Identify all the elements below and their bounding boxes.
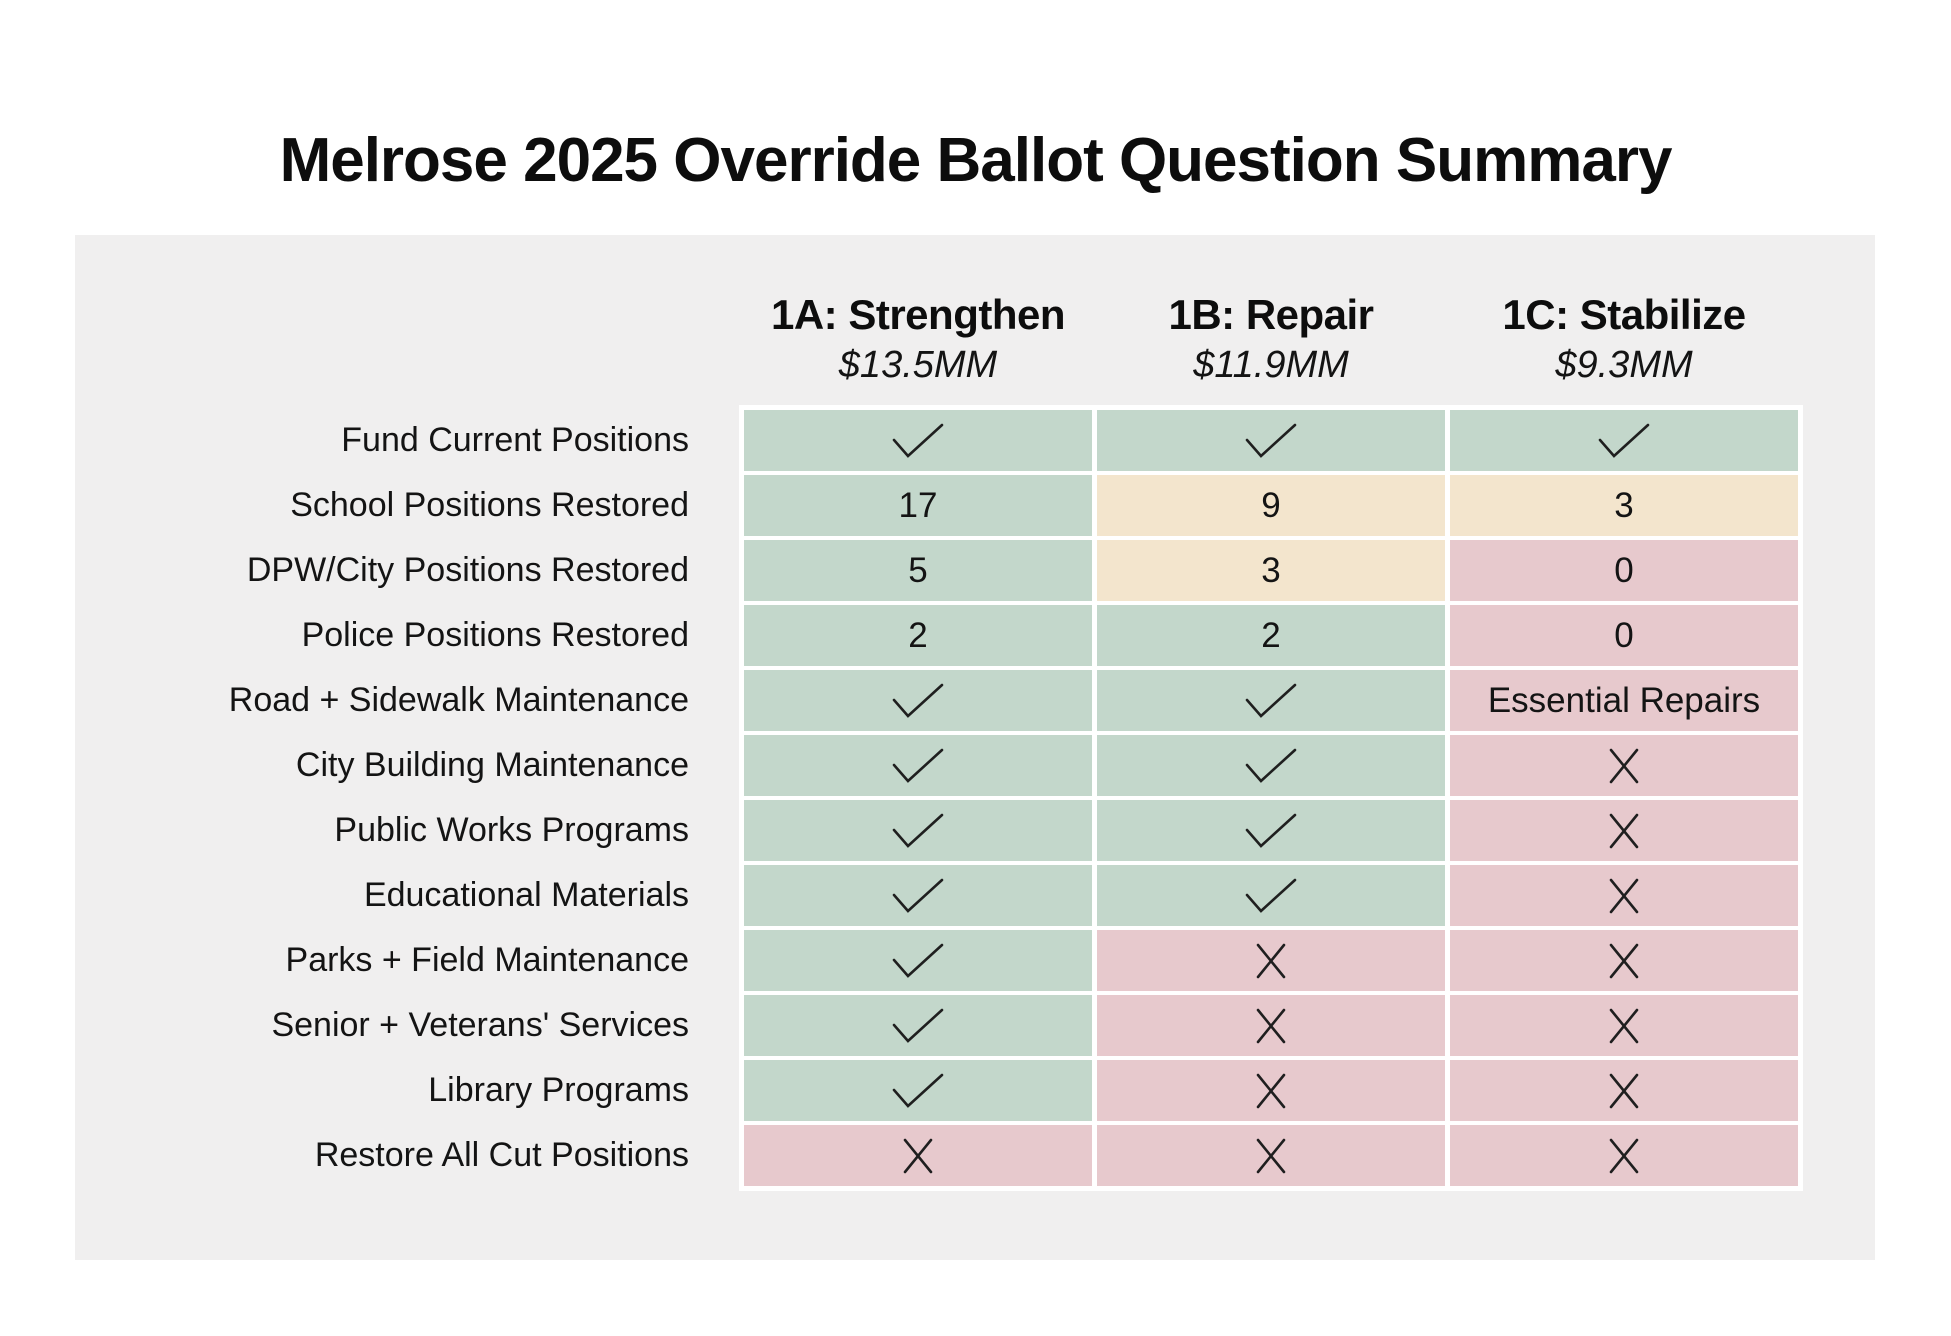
table-cell <box>1450 1060 1798 1121</box>
cross-icon <box>1256 1073 1286 1108</box>
row-label: Restore All Cut Positions <box>314 1136 689 1174</box>
table-cell <box>1450 995 1798 1056</box>
table-cell <box>744 1060 1092 1121</box>
table-cell <box>744 865 1092 926</box>
column-amount: $11.9MM <box>1193 344 1349 386</box>
table-cell <box>1097 1125 1445 1186</box>
cell-value: 17 <box>898 485 938 525</box>
table-cell: 5 <box>744 540 1092 601</box>
table-cell <box>1097 800 1445 861</box>
column-header-1a: 1A: Strengthen $13.5MM <box>744 290 1092 388</box>
table-cell: 2 <box>744 605 1092 666</box>
table-cell: 2 <box>1097 605 1445 666</box>
column-amount: $9.3MM <box>1555 344 1693 386</box>
cell-value: Essential Repairs <box>1487 680 1761 720</box>
table-cell <box>1097 865 1445 926</box>
table-cell: 0 <box>1450 540 1798 601</box>
cell-value: 3 <box>1614 485 1634 525</box>
check-icon <box>1245 423 1297 458</box>
table-cell <box>744 800 1092 861</box>
cross-icon <box>903 1138 933 1173</box>
check-icon <box>892 878 944 913</box>
cross-icon <box>1256 943 1286 978</box>
table-cell <box>1097 735 1445 796</box>
table-cell: 17 <box>744 475 1092 536</box>
cross-icon <box>1609 1008 1639 1043</box>
table-cell <box>744 1125 1092 1186</box>
check-icon <box>892 683 944 718</box>
cross-icon <box>1609 878 1639 913</box>
cell-value: 9 <box>1261 485 1281 525</box>
table-cell <box>1097 995 1445 1056</box>
table-cell: Essential Repairs <box>1450 670 1798 731</box>
check-icon <box>1598 423 1650 458</box>
check-icon <box>892 943 944 978</box>
check-icon <box>892 1008 944 1043</box>
summary-panel: 1A: Strengthen $13.5MM 1B: Repair $11.9M… <box>75 235 1875 1260</box>
check-icon <box>892 423 944 458</box>
column-header-1b: 1B: Repair $11.9MM <box>1097 290 1445 388</box>
check-icon <box>892 813 944 848</box>
table-cell <box>744 930 1092 991</box>
row-label: Educational Materials <box>363 876 689 914</box>
row-label: Library Programs <box>428 1071 689 1109</box>
table-cell <box>1450 1125 1798 1186</box>
cross-icon <box>1609 1138 1639 1173</box>
cell-value: 5 <box>908 550 928 590</box>
cross-icon <box>1609 943 1639 978</box>
cross-icon <box>1256 1138 1286 1173</box>
cell-value: 3 <box>1261 550 1281 590</box>
table-cell <box>1450 930 1798 991</box>
table-cell <box>1097 1060 1445 1121</box>
table-cell <box>1097 410 1445 471</box>
row-label: DPW/City Positions Restored <box>246 551 689 589</box>
column-title: 1C: Stabilize <box>1502 291 1746 338</box>
row-label: Road + Sidewalk Maintenance <box>228 681 689 719</box>
row-label: City Building Maintenance <box>295 746 689 784</box>
cell-value: 2 <box>908 615 928 655</box>
column-title: 1B: Repair <box>1168 291 1374 338</box>
check-icon <box>1245 813 1297 848</box>
table-cell: 3 <box>1097 540 1445 601</box>
row-label: Police Positions Restored <box>301 616 689 654</box>
cell-value: 2 <box>1261 615 1281 655</box>
summary-table: Fund Current Positions School Positions R… <box>75 410 1798 1186</box>
table-cell <box>744 670 1092 731</box>
check-icon <box>1245 748 1297 783</box>
table-cell: 0 <box>1450 605 1798 666</box>
column-headers: 1A: Strengthen $13.5MM 1B: Repair $11.9M… <box>75 290 1875 410</box>
check-icon <box>1245 878 1297 913</box>
cross-icon <box>1609 748 1639 783</box>
table-cell: 3 <box>1450 475 1798 536</box>
page-title: Melrose 2025 Override Ballot Question Su… <box>279 125 1673 195</box>
row-label: Parks + Field Maintenance <box>285 941 689 979</box>
row-label: Public Works Programs <box>334 811 689 849</box>
table-cell <box>1450 865 1798 926</box>
cross-icon <box>1609 1073 1639 1108</box>
cross-icon <box>1256 1008 1286 1043</box>
table-cell <box>1450 735 1798 796</box>
cell-value: 0 <box>1614 550 1634 590</box>
cross-icon <box>1609 813 1639 848</box>
table-cell <box>1097 930 1445 991</box>
table-cell <box>744 995 1092 1056</box>
row-label: School Positions Restored <box>290 486 689 524</box>
check-icon <box>1245 683 1297 718</box>
table-cell: 9 <box>1097 475 1445 536</box>
column-amount: $13.5MM <box>838 344 998 386</box>
column-title: 1A: Strengthen <box>770 291 1066 338</box>
table-cell <box>744 410 1092 471</box>
row-label: Fund Current Positions <box>341 421 689 459</box>
table-cell <box>1450 800 1798 861</box>
column-header-1c: 1C: Stabilize $9.3MM <box>1450 290 1798 388</box>
table-cell <box>1450 410 1798 471</box>
check-icon <box>892 1073 944 1108</box>
row-label: Senior + Veterans' Services <box>271 1006 689 1044</box>
table-cell <box>1097 670 1445 731</box>
check-icon <box>892 748 944 783</box>
table-cell <box>744 735 1092 796</box>
cell-value: 0 <box>1614 615 1634 655</box>
